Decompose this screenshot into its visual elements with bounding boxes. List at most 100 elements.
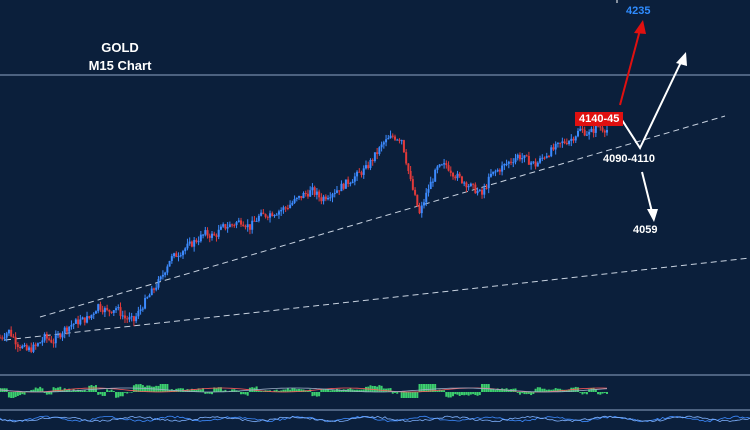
candle-body	[146, 297, 149, 299]
histogram-bar	[385, 388, 388, 392]
histogram-bar	[83, 390, 86, 392]
histogram-bar	[222, 390, 225, 392]
candle-body	[240, 220, 243, 225]
candle-body	[284, 207, 287, 209]
candle-body	[79, 319, 82, 325]
histogram-bar	[489, 388, 492, 392]
support-zone-label: 4090-4110	[603, 153, 655, 165]
histogram-bar	[324, 389, 327, 392]
histogram-bar	[50, 392, 53, 395]
histogram-bar	[97, 392, 100, 395]
candle-body	[137, 310, 140, 317]
candle-body	[603, 130, 606, 133]
histogram-bar	[525, 392, 528, 395]
histogram-bar	[36, 388, 39, 392]
candle-body	[159, 276, 162, 280]
histogram-bar	[262, 391, 265, 392]
candle-body	[456, 173, 459, 179]
candle-body	[57, 334, 60, 336]
candle-body	[12, 336, 15, 338]
candle-body	[547, 156, 550, 158]
chart-subtitle: M15 Chart	[88, 58, 152, 73]
histogram-bar	[115, 392, 118, 398]
candle-body	[128, 317, 131, 320]
histogram-bar	[534, 388, 537, 392]
arrow-white-down-head	[647, 209, 658, 222]
candle-body	[576, 130, 579, 137]
candle-body	[309, 190, 312, 197]
candle-body	[224, 224, 227, 229]
candle-body	[117, 307, 120, 309]
histogram-bar	[358, 389, 361, 392]
candle-body	[385, 139, 388, 143]
candle-body	[222, 224, 225, 227]
histogram-bar	[284, 389, 287, 392]
candle-body	[481, 189, 484, 195]
candle-body	[409, 170, 412, 180]
histogram-bar	[536, 387, 539, 392]
candle-body	[97, 304, 100, 312]
candle-body	[467, 186, 470, 188]
histogram-bar	[411, 392, 414, 398]
candle-body	[353, 176, 356, 182]
histogram-bar	[362, 389, 365, 392]
histogram-bar	[257, 390, 260, 392]
candle-body	[498, 169, 501, 172]
oscillator-line	[0, 415, 750, 423]
candle-body	[286, 207, 289, 209]
candle-body	[92, 313, 95, 315]
histogram-bar	[150, 386, 153, 392]
histogram-bar	[333, 390, 336, 392]
trendline-lower	[4, 257, 750, 341]
candle-body	[431, 181, 434, 183]
candle-body	[427, 189, 430, 193]
histogram-bar	[34, 387, 37, 392]
candle-body	[583, 129, 586, 136]
candle-body	[242, 224, 245, 227]
histogram-bar	[161, 384, 164, 392]
histogram-bar	[311, 392, 314, 397]
candle-body	[132, 316, 135, 322]
histogram-bar	[469, 392, 472, 395]
histogram-bar	[331, 390, 334, 392]
candle-body	[16, 344, 19, 347]
arrow-white-up-head	[676, 52, 687, 66]
histogram-bar	[356, 389, 359, 392]
histogram-bar	[585, 392, 588, 395]
candle-body	[3, 337, 6, 339]
candle-body	[534, 161, 537, 167]
candle-body	[380, 144, 383, 148]
histogram-bar	[550, 389, 553, 392]
histogram-bar	[59, 386, 62, 392]
candle-body	[541, 157, 544, 159]
arrow-up-red	[619, 29, 641, 106]
histogram-bar	[52, 387, 55, 392]
histogram-bar	[30, 390, 33, 392]
histogram-bar	[335, 388, 338, 392]
histogram-bar	[204, 392, 207, 394]
candle-body	[429, 181, 432, 190]
candle-body	[411, 179, 414, 190]
candle-body	[556, 142, 559, 144]
histogram-bar	[12, 392, 15, 398]
histogram-bar	[244, 392, 247, 395]
histogram-bar	[393, 392, 396, 393]
candle-body	[61, 333, 64, 338]
candle-body	[472, 183, 475, 185]
candle-body	[335, 190, 338, 193]
candle-body	[235, 222, 238, 226]
candle-body	[543, 157, 546, 159]
candle-body	[34, 344, 37, 346]
histogram-bar	[543, 388, 546, 392]
candle-body	[126, 318, 129, 320]
histogram-bar	[492, 388, 495, 392]
candle-body	[5, 333, 8, 338]
candle-body	[155, 287, 158, 290]
candle-body	[23, 345, 26, 347]
candle-body	[396, 139, 399, 141]
candle-body	[329, 197, 332, 199]
histogram-bar	[597, 392, 600, 395]
histogram-bar	[10, 392, 13, 398]
histogram-bar	[81, 390, 84, 392]
histogram-bar	[166, 384, 169, 392]
